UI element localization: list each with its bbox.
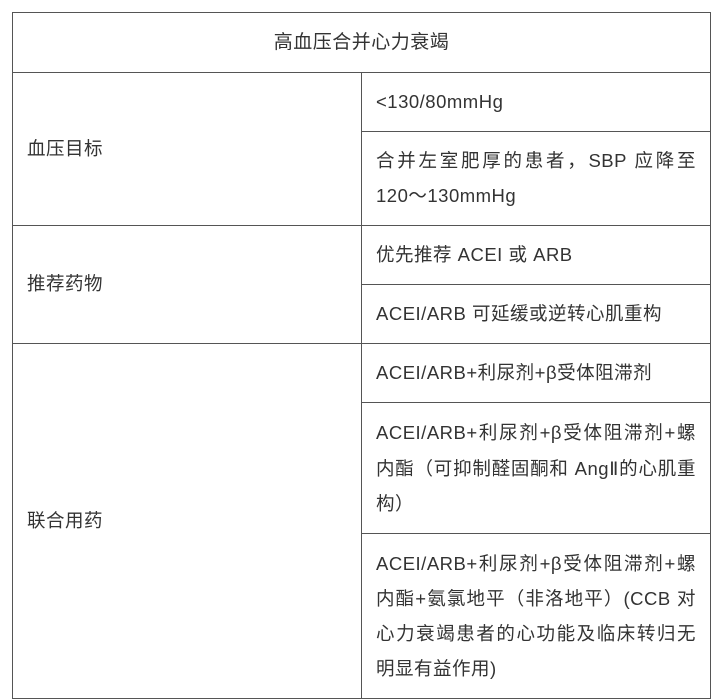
content-cell: <130/80mmHg (362, 73, 711, 132)
table-title: 高血压合并心力衰竭 (13, 13, 711, 73)
content-cell: ACEI/ARB+利尿剂+β受体阻滞剂+螺内酯（可抑制醛固酮和 AngⅡ的心肌重… (362, 403, 711, 533)
content-cell: 优先推荐 ACEI 或 ARB (362, 225, 711, 284)
table-row: 推荐药物 优先推荐 ACEI 或 ARB (13, 225, 711, 284)
content-cell: 合并左室肥厚的患者，SBP 应降至 120～130mmHg (362, 132, 711, 225)
content-cell: ACEI/ARB+利尿剂+β受体阻滞剂 (362, 344, 711, 403)
section-label-recommended-drugs: 推荐药物 (13, 225, 362, 343)
section-label-combination: 联合用药 (13, 344, 362, 699)
medical-table-wrapper: 高血压合并心力衰竭 血压目标 <130/80mmHg 合并左室肥厚的患者，SBP… (12, 12, 711, 699)
table-row: 高血压合并心力衰竭 (13, 13, 711, 73)
table-row: 联合用药 ACEI/ARB+利尿剂+β受体阻滞剂 (13, 344, 711, 403)
content-cell: ACEI/ARB+利尿剂+β受体阻滞剂+螺内酯+氨氯地平（非洛地平）(CCB 对… (362, 533, 711, 699)
table-row: 血压目标 <130/80mmHg (13, 73, 711, 132)
medical-table: 高血压合并心力衰竭 血压目标 <130/80mmHg 合并左室肥厚的患者，SBP… (12, 12, 711, 699)
section-label-bp-target: 血压目标 (13, 73, 362, 226)
content-cell: ACEI/ARB 可延缓或逆转心肌重构 (362, 285, 711, 344)
